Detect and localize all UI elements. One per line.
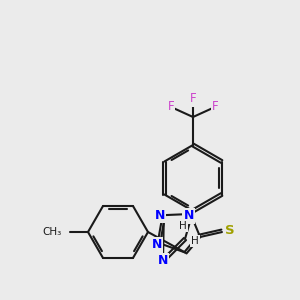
Text: H: H	[191, 236, 199, 246]
Text: F: F	[212, 100, 218, 113]
Text: F: F	[168, 100, 174, 113]
Text: N: N	[152, 238, 162, 251]
Text: S: S	[225, 224, 235, 237]
Text: N: N	[158, 254, 168, 268]
Text: F: F	[190, 92, 196, 106]
Text: H: H	[179, 221, 187, 231]
Text: N: N	[155, 208, 165, 222]
Text: N: N	[183, 209, 194, 223]
Text: CH₃: CH₃	[43, 227, 62, 237]
